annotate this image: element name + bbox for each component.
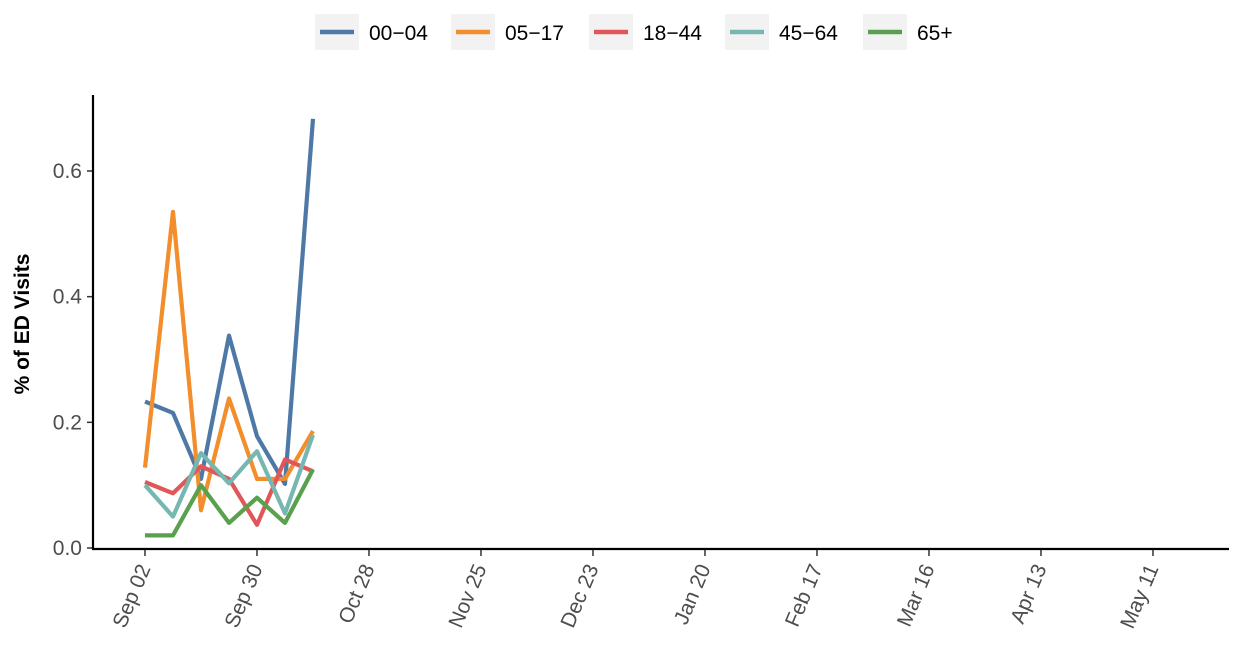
x-tick-label: Dec 23 — [556, 561, 603, 631]
y-axis-title: % of ED Visits — [11, 254, 34, 395]
x-tick-label: May 11 — [1116, 561, 1163, 632]
y-tick-label: 0.6 — [53, 160, 82, 183]
series-line — [144, 118, 316, 486]
x-tick-label: Sep 02 — [108, 561, 155, 631]
series-lines — [142, 118, 316, 538]
legend-label: 18−44 — [643, 22, 702, 45]
y-tick-label: 0.0 — [53, 537, 82, 560]
x-axis-ticks: Sep 02 Sep 30 Oct 28 Nov 25 Dec 23 Jan 20 Feb … — [108, 549, 1164, 632]
x-tick-label: Sep 30 — [220, 561, 267, 631]
x-tick-label: Mar 16 — [893, 561, 940, 630]
series-line — [145, 468, 315, 538]
legend-label: 45−64 — [779, 22, 838, 45]
y-tick-label: 0.2 — [53, 411, 82, 434]
x-tick-label: Apr 13 — [1006, 561, 1051, 627]
legend-label: 00−04 — [369, 22, 428, 45]
legend-label: 65+ — [917, 22, 953, 45]
legend: 00−04 05−17 18−44 45−64 65+ — [315, 14, 953, 50]
x-tick-label: Jan 20 — [670, 561, 716, 628]
x-tick-label: Oct 28 — [334, 561, 379, 627]
legend-label: 05−17 — [505, 22, 564, 45]
y-axis-ticks: 0.0 0.2 0.4 0.6 — [53, 160, 93, 560]
y-tick-label: 0.4 — [53, 286, 83, 309]
series-line — [144, 457, 314, 527]
series-line — [142, 209, 315, 513]
x-tick-label: Feb 17 — [781, 561, 828, 630]
series-line — [143, 434, 315, 519]
x-tick-label: Nov 25 — [444, 561, 491, 631]
